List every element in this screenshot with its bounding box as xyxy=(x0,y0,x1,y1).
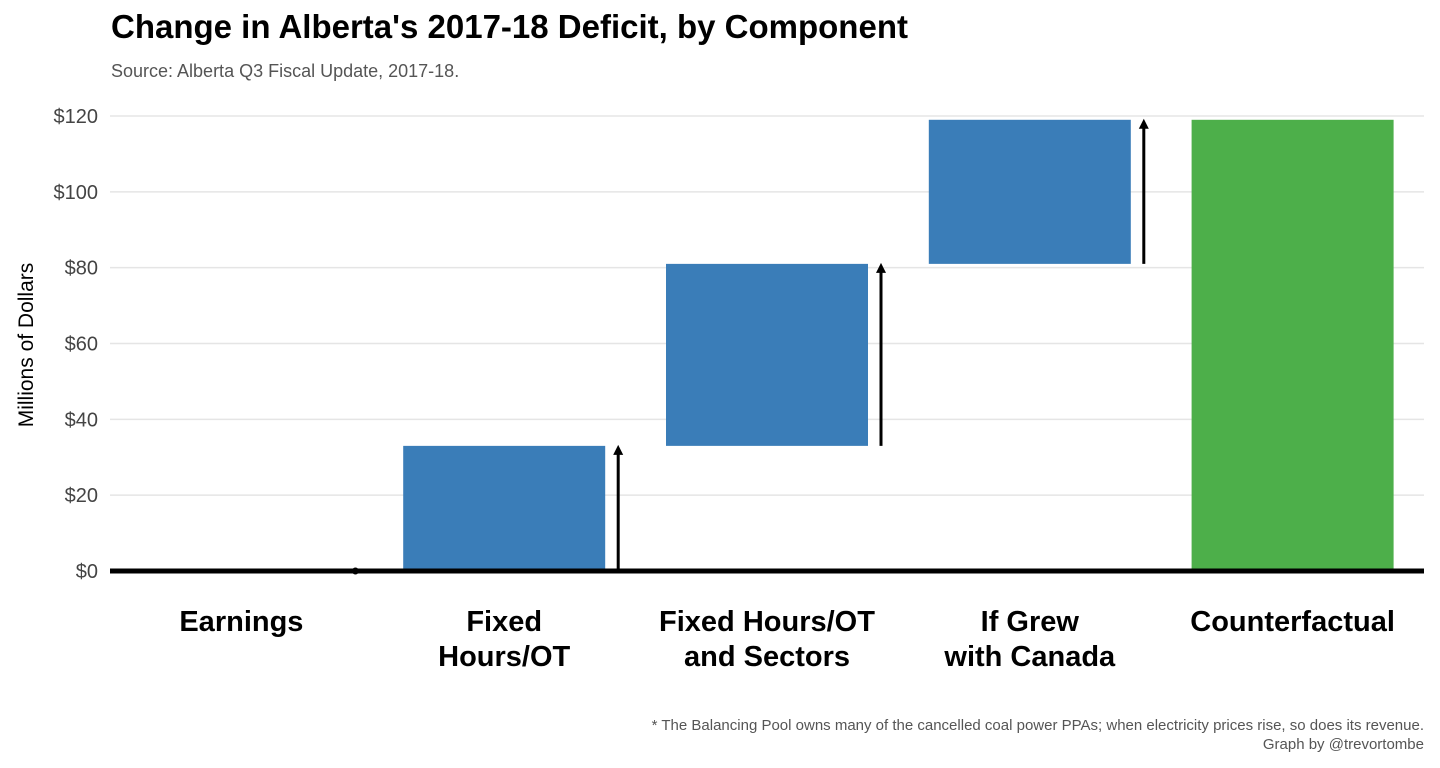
x-category-label: Fixed Hours/OT xyxy=(438,606,570,673)
x-category-label: If Grew with Canada xyxy=(943,606,1116,673)
change-arrow xyxy=(1138,118,1149,264)
arrow-head xyxy=(613,444,624,455)
arrow-head xyxy=(1138,118,1149,129)
change-arrow xyxy=(876,262,886,446)
y-tick-label: $80 xyxy=(65,258,98,280)
bars xyxy=(403,119,1394,572)
chart-title: Change in Alberta's 2017-18 Deficit, by … xyxy=(111,8,908,45)
chart-subtitle: Source: Alberta Q3 Fiscal Update, 2017-1… xyxy=(111,61,460,81)
footnote: * The Balancing Pool owns many of the ca… xyxy=(651,717,1424,734)
y-tick-labels: $0 $20 $40 $60 $80 $100 $120 xyxy=(54,106,99,583)
y-tick-label: $20 xyxy=(65,485,98,507)
arrow-head xyxy=(876,262,886,273)
y-tick-label: $0 xyxy=(76,561,98,583)
change-bar xyxy=(928,119,1131,264)
change-bar xyxy=(403,445,606,571)
caption: * The Balancing Pool owns many of the ca… xyxy=(652,716,1424,754)
y-tick-label: $60 xyxy=(65,334,98,356)
change-arrow xyxy=(613,444,624,571)
change-bar xyxy=(666,263,868,446)
y-tick-label: $100 xyxy=(54,182,99,204)
credit: Graph by @trevortombe xyxy=(1262,736,1424,753)
y-tick-label: $40 xyxy=(65,409,98,431)
y-tick-label: $120 xyxy=(54,106,99,128)
x-category-label: Earnings xyxy=(179,606,303,638)
x-category-label: Fixed Hours/OT and Sectors xyxy=(659,606,875,673)
x-category-label: Counterfactual xyxy=(1190,606,1395,638)
category-labels: Earnings Fixed Hours/OT Fixed Hours/OT and S… xyxy=(179,606,1395,673)
total-bar xyxy=(1191,119,1394,572)
